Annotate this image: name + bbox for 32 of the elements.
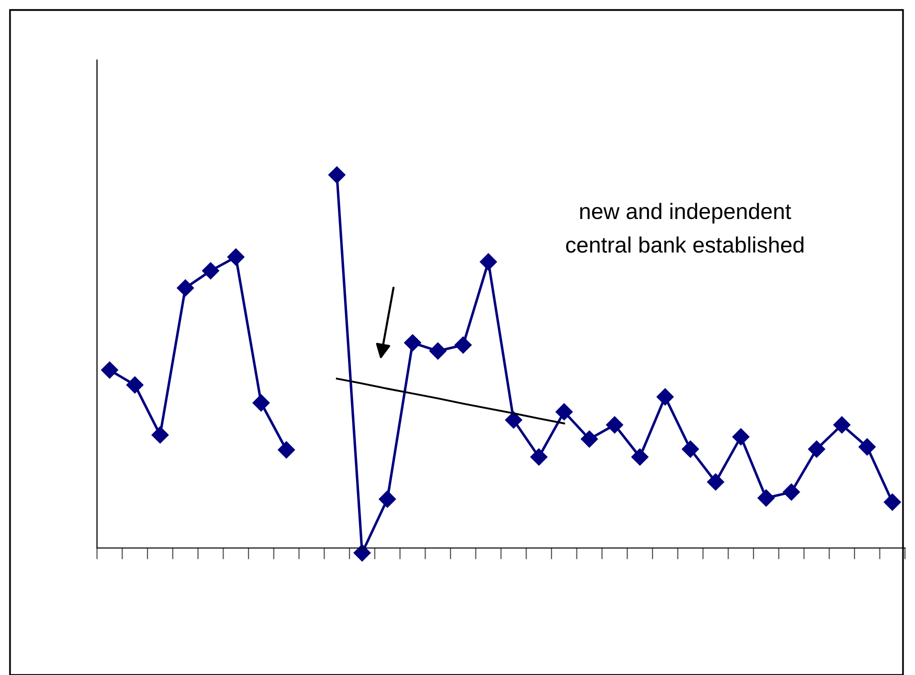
point bbox=[202, 262, 220, 280]
point bbox=[378, 490, 396, 508]
point bbox=[858, 438, 876, 456]
point bbox=[758, 489, 775, 507]
point bbox=[707, 473, 724, 491]
point bbox=[580, 430, 598, 448]
point bbox=[354, 544, 371, 562]
point bbox=[480, 253, 497, 270]
point bbox=[833, 416, 850, 434]
point bbox=[176, 279, 194, 297]
point bbox=[227, 248, 244, 266]
point bbox=[782, 483, 800, 501]
point bbox=[328, 166, 346, 184]
point bbox=[732, 428, 750, 446]
point bbox=[656, 388, 674, 406]
point bbox=[404, 334, 422, 352]
point bbox=[252, 394, 270, 412]
point bbox=[429, 342, 446, 360]
point bbox=[530, 448, 548, 466]
point bbox=[454, 336, 472, 354]
point bbox=[606, 416, 624, 434]
point bbox=[278, 441, 295, 458]
point bbox=[556, 403, 573, 420]
point bbox=[682, 440, 699, 458]
point bbox=[808, 440, 826, 458]
point bbox=[126, 376, 144, 394]
point bbox=[152, 426, 169, 444]
point bbox=[884, 494, 901, 511]
annotation: new and independent central bank established bbox=[566, 202, 804, 253]
point bbox=[631, 448, 648, 466]
point bbox=[101, 361, 118, 379]
point bbox=[505, 411, 522, 429]
